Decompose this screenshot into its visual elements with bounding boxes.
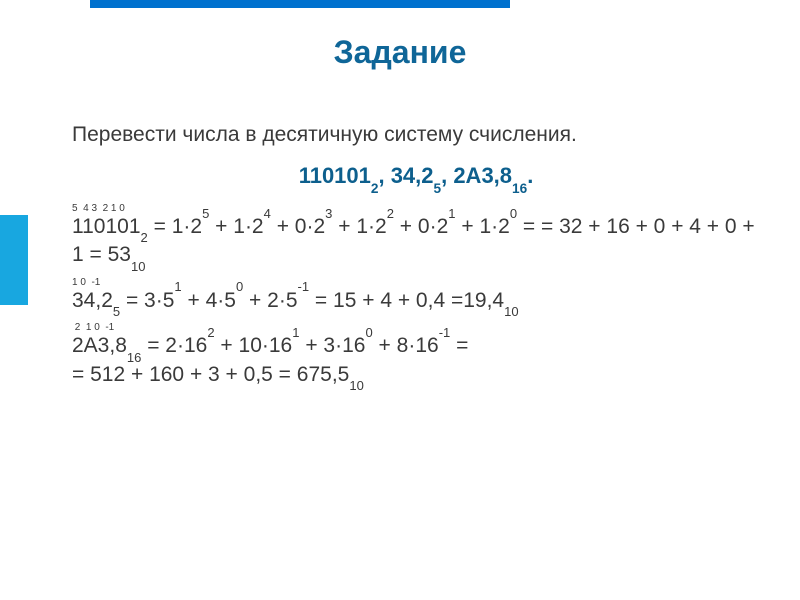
equation-line: = 512 + 160 + 3 + 0,5 = 675,510 — [72, 362, 760, 390]
equation-line: 2A3,816 = 2·162 + 10·161 + 3·160 + 8·16-… — [72, 332, 760, 361]
solution-block: 2 1 0 -12A3,816 = 2·162 + 10·161 + 3·160… — [72, 320, 760, 390]
position-digits: 2 1 0 -1 — [72, 322, 760, 334]
page-title: Задание — [0, 34, 800, 71]
equation-line: 34,25 = 3·51 + 4·50 + 2·5-1 = 15 + 4 + 0… — [72, 287, 760, 316]
content: Перевести числа в десятичную систему счи… — [72, 122, 760, 390]
side-stripe — [0, 215, 28, 305]
top-stripe — [90, 0, 510, 8]
instruction-text: Перевести числа в десятичную систему счи… — [72, 122, 760, 148]
numbers-to-convert: 1101012, 34,25, 2A3,816. — [72, 162, 760, 192]
solution-block: 1 0 -134,25 = 3·51 + 4·50 + 2·5-1 = 15 +… — [72, 275, 760, 316]
solutions-container: 5 4 3 2 1 01101012 = 1·25 + 1·24 + 0·23 … — [72, 201, 760, 390]
position-digits: 5 4 3 2 1 0 — [72, 203, 760, 215]
equation-line: 1101012 = 1·25 + 1·24 + 0·23 + 1·22 + 0·… — [72, 213, 760, 271]
solution-block: 5 4 3 2 1 01101012 = 1·25 + 1·24 + 0·23 … — [72, 201, 760, 271]
